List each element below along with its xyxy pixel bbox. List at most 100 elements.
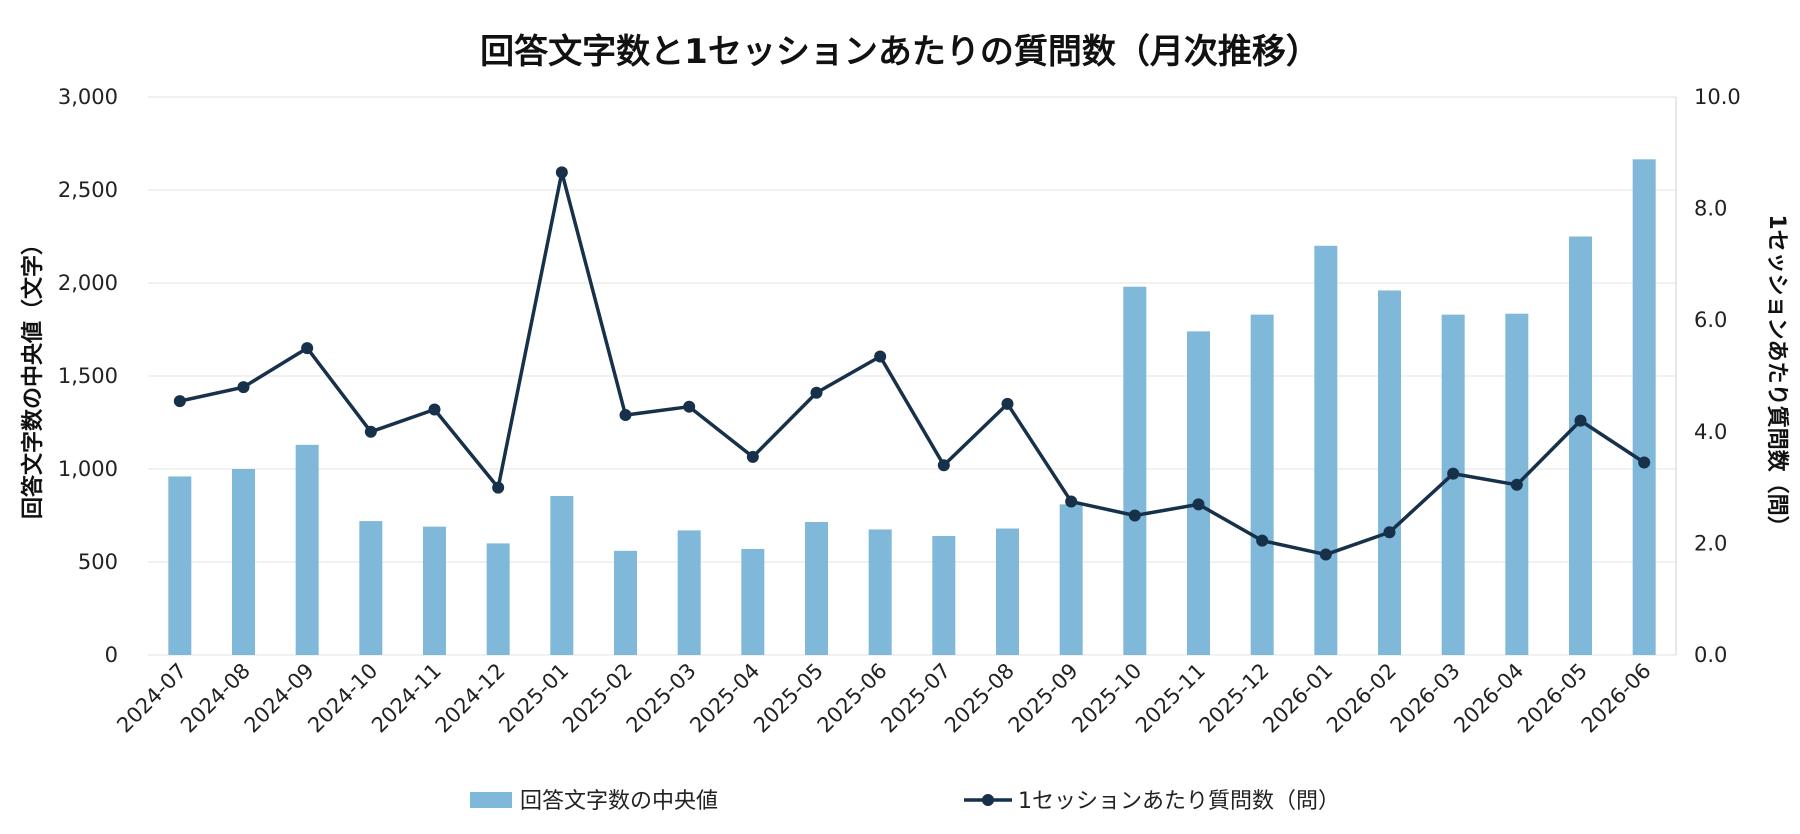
x-tick-label: 2025-08 bbox=[940, 659, 1019, 738]
y-right-tick-label: 2.0 bbox=[1694, 531, 1727, 555]
line-point bbox=[1319, 548, 1332, 561]
bar bbox=[996, 528, 1019, 655]
line-point bbox=[1574, 414, 1587, 427]
left-axis-ticks: 0 500 1,000 1,500 2,000 2,500 3,000 bbox=[58, 85, 118, 667]
line-point bbox=[492, 481, 505, 494]
y-left-tick-label: 1,500 bbox=[58, 364, 118, 388]
bar bbox=[1187, 331, 1210, 655]
x-tick-label: 2024-12 bbox=[431, 659, 510, 738]
line-point bbox=[1128, 509, 1141, 522]
y-right-tick-label: 8.0 bbox=[1694, 197, 1727, 221]
line-point bbox=[301, 342, 314, 355]
legend-line-label: 1セッションあたり質問数（問） bbox=[1018, 789, 1340, 814]
bar bbox=[232, 469, 255, 655]
x-tick-label: 2025-09 bbox=[1004, 659, 1083, 738]
x-tick-label: 2026-03 bbox=[1386, 659, 1465, 738]
bar bbox=[359, 521, 383, 655]
line-point bbox=[364, 425, 377, 438]
line-point bbox=[237, 381, 250, 394]
line-point bbox=[1192, 498, 1205, 511]
line-point bbox=[937, 459, 950, 472]
x-tick-label: 2024-09 bbox=[240, 659, 319, 738]
right-axis-ticks: 0.0 2.0 4.0 6.0 8.0 10.0 bbox=[1694, 85, 1741, 667]
legend-line-marker bbox=[982, 794, 994, 806]
y-left-tick-label: 3,000 bbox=[58, 85, 118, 109]
bar bbox=[295, 444, 319, 655]
x-tick-label: 2024-07 bbox=[112, 659, 191, 738]
bar bbox=[1059, 504, 1083, 655]
x-tick-label: 2024-10 bbox=[303, 659, 382, 738]
x-tick-label: 2025-12 bbox=[1195, 659, 1274, 738]
bar bbox=[1378, 290, 1401, 655]
bar bbox=[805, 522, 828, 655]
line-point bbox=[1447, 467, 1460, 480]
x-tick-label: 2025-06 bbox=[813, 659, 892, 738]
x-tick-label: 2025-04 bbox=[685, 659, 764, 738]
line-series bbox=[173, 166, 1651, 561]
bar bbox=[1441, 314, 1465, 655]
bar bbox=[1123, 286, 1147, 655]
y-left-tick-label: 500 bbox=[78, 550, 118, 574]
line-point bbox=[1510, 478, 1523, 491]
y-right-tick-label: 10.0 bbox=[1694, 85, 1741, 109]
line-point bbox=[874, 350, 887, 363]
y-left-tick-label: 1,000 bbox=[58, 457, 118, 481]
legend-bar-swatch bbox=[470, 792, 512, 808]
bar bbox=[1569, 236, 1592, 655]
bar bbox=[550, 495, 574, 655]
x-tick-label: 2025-01 bbox=[494, 659, 573, 738]
x-tick-label: 2025-02 bbox=[558, 659, 637, 738]
x-tick-label: 2024-08 bbox=[176, 659, 255, 738]
bar bbox=[614, 550, 637, 655]
bar bbox=[677, 530, 701, 655]
line-point bbox=[810, 386, 823, 399]
x-tick-label: 2025-05 bbox=[749, 659, 828, 738]
series-line bbox=[179, 170, 1646, 557]
y-left-tick-label: 2,500 bbox=[58, 178, 118, 202]
line-point bbox=[683, 400, 696, 413]
x-tick-label: 2026-06 bbox=[1577, 659, 1656, 738]
line-point bbox=[1001, 397, 1014, 410]
line-point bbox=[1638, 456, 1651, 469]
line-point bbox=[1383, 526, 1396, 539]
line-point bbox=[619, 409, 632, 422]
chart-title: 回答文字数と1セッションあたりの質問数（月次推移） bbox=[480, 32, 1320, 72]
y-left-tick-label: 2,000 bbox=[58, 271, 118, 295]
grid-lines bbox=[148, 96, 1676, 656]
bar bbox=[868, 529, 892, 655]
y-left-tick-label: 0 bbox=[105, 643, 118, 667]
x-tick-label: 2026-01 bbox=[1258, 659, 1337, 738]
bar bbox=[423, 526, 446, 655]
x-tick-label: 2026-05 bbox=[1513, 659, 1592, 738]
bar bbox=[168, 476, 192, 655]
y-axis-left-label: 回答文字数の中央値（文字） bbox=[20, 233, 46, 519]
x-tick-label: 2025-10 bbox=[1067, 659, 1146, 738]
bar bbox=[1250, 314, 1274, 655]
line-point bbox=[1065, 495, 1078, 508]
line-point bbox=[173, 395, 186, 408]
bar bbox=[1314, 245, 1338, 656]
x-tick-label: 2025-07 bbox=[876, 659, 955, 738]
x-tick-label: 2026-04 bbox=[1449, 659, 1528, 738]
y-right-tick-label: 0.0 bbox=[1694, 643, 1727, 667]
y-right-tick-label: 6.0 bbox=[1694, 308, 1727, 332]
line-point bbox=[555, 166, 568, 179]
x-tick-label: 2026-02 bbox=[1322, 659, 1401, 738]
x-axis-ticks: 2024-072024-082024-092024-102024-112024-… bbox=[112, 659, 1655, 738]
bar bbox=[932, 535, 956, 655]
line-point bbox=[428, 403, 441, 416]
y-axis-right-label: 1セッションあたり質問数（問） bbox=[1764, 214, 1790, 537]
line-point bbox=[746, 450, 759, 463]
line-point bbox=[1256, 534, 1269, 547]
legend-bar-label: 回答文字数の中央値 bbox=[520, 789, 718, 814]
x-tick-label: 2024-11 bbox=[367, 659, 446, 738]
y-right-tick-label: 4.0 bbox=[1694, 420, 1727, 444]
legend: 回答文字数の中央値 1セッションあたり質問数（問） bbox=[470, 789, 1340, 814]
bar bbox=[1632, 159, 1656, 655]
x-tick-label: 2025-03 bbox=[622, 659, 701, 738]
bar-series bbox=[168, 159, 1656, 656]
x-tick-label: 2025-11 bbox=[1131, 659, 1210, 738]
bar bbox=[486, 543, 510, 655]
